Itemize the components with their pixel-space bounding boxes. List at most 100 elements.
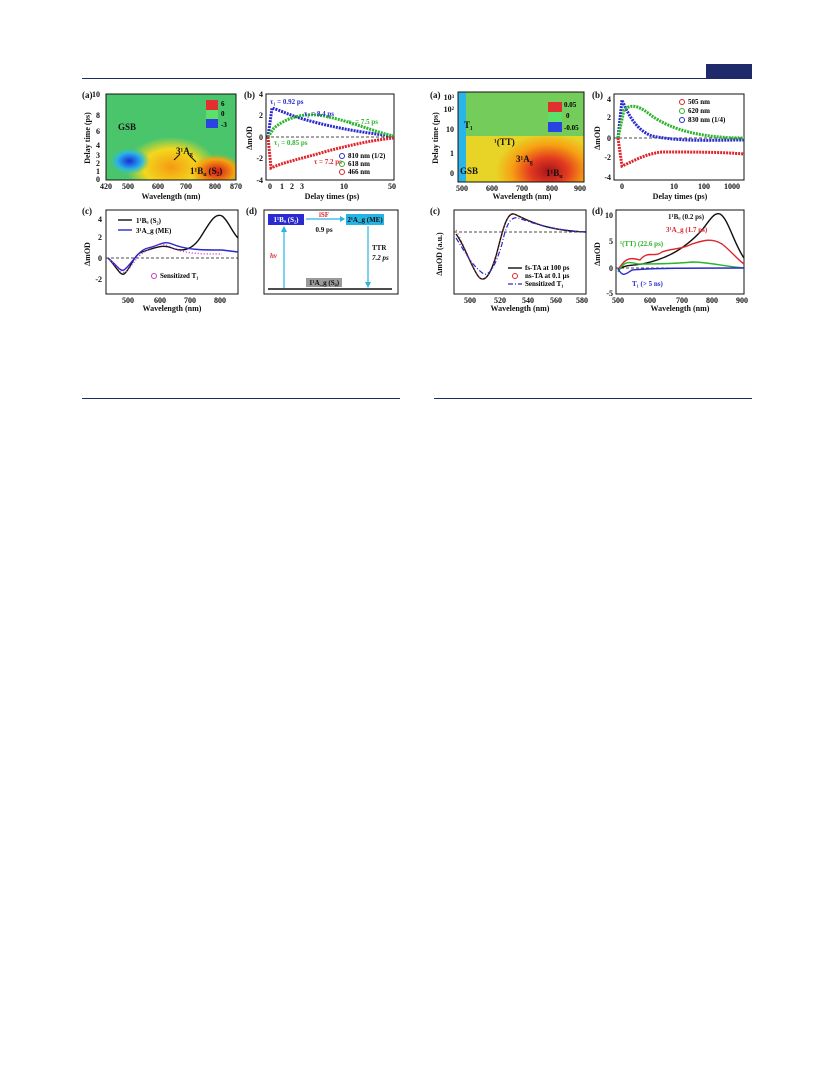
cbar-tick-mid: 0: [221, 110, 225, 118]
ttr-label: TTR: [372, 244, 387, 252]
ytick: 0: [607, 134, 611, 143]
legend-item: 3¹A_g (ME): [136, 227, 172, 235]
legend-marker: [339, 153, 345, 159]
ground-label: 1¹A_g (S₀): [309, 279, 340, 287]
fit-label: τ₂ = 8.4 ps: [304, 110, 334, 118]
legend-item: 620 nm: [688, 107, 710, 115]
panel-label: (a): [82, 90, 93, 100]
series-505nm: [616, 137, 745, 169]
xtick: 1000: [724, 182, 740, 191]
ytick: -4: [256, 176, 263, 185]
xtick: 1: [280, 182, 284, 191]
y-axis-label: ΔmOD: [593, 126, 602, 150]
x-axis-label: Delay times (ps): [305, 192, 360, 201]
right-panel-d: (d) 1¹Bᵤ (0.2 ps) 3¹A_g (1.7 ps) ¹(TT) (…: [592, 204, 752, 313]
xtick: 500: [456, 184, 468, 193]
legend-item: 1¹Bᵤ (S₂): [136, 217, 162, 225]
right-panel-a: 0.05 0 -0.05 (a) T₁ ¹(TT) GSB 3¹Ag 1¹Bu …: [430, 88, 590, 201]
xtick: 420: [100, 182, 112, 191]
xtick: 800: [214, 296, 226, 305]
series-sensitized: [455, 217, 587, 275]
x-axis-label: Delay times (ps): [653, 192, 708, 201]
xtick: 600: [486, 184, 498, 193]
panel-label: (d): [592, 206, 603, 216]
left-panel-b: (b) τ₁ = 0.92 ps τ₂ = 8.4 ps τ₂ = 7.5 ps…: [244, 88, 404, 201]
label-3Ag: 3¹A_g (1.7 ps): [666, 226, 708, 234]
panel-label: (b): [592, 90, 603, 100]
y-axis-label: Delay time (ps): [431, 112, 440, 164]
ytick: 0: [450, 169, 454, 178]
panel-label: (c): [430, 206, 440, 216]
ytick: 10³: [444, 93, 455, 102]
ytick: 0: [609, 264, 613, 273]
left-separator: [82, 398, 400, 399]
arrows: [173, 153, 197, 163]
ytick: -4: [604, 173, 611, 182]
y-axis-label: ΔmOD (a.u.): [435, 232, 444, 276]
legend-marker: [512, 273, 518, 279]
xtick: 540: [522, 296, 534, 305]
ytick: 2: [98, 233, 102, 242]
cbar-tick-bottom: -0.05: [564, 124, 579, 132]
series-810nm: [266, 106, 395, 138]
fit-label: τ₂ = 7.5 ps: [348, 118, 378, 126]
cbar-tick-mid: 0: [566, 112, 570, 120]
right-separator: [434, 398, 752, 399]
y-axis-label: ΔmOD: [245, 126, 254, 150]
xtick: 100: [698, 182, 710, 191]
ytick: -5: [606, 289, 613, 298]
series-618nm: [266, 113, 395, 138]
xtick: 700: [676, 296, 688, 305]
ytick: 8: [96, 111, 100, 120]
xtick: 600: [152, 182, 164, 191]
y-axis-label: Delay time (ps): [83, 112, 92, 164]
label-T1: T₁ (> 5 ns): [632, 280, 663, 288]
ytick: 10: [605, 211, 613, 220]
ytick: 4: [607, 95, 611, 104]
header-rule: [82, 78, 752, 79]
legend-item: 505 nm: [688, 98, 710, 106]
cbar-tick-bottom: -3: [221, 121, 227, 129]
legend-item: ns-TA at 0.1 μs: [525, 272, 570, 280]
x-axis-label: Wavelength (nm): [491, 304, 550, 313]
annotation-ag: 3¹Ag: [516, 154, 533, 166]
series-ns-TA: [455, 213, 587, 280]
ytick: -2: [256, 154, 263, 163]
xtick: 500: [122, 182, 134, 191]
ytick: 4: [259, 90, 263, 99]
ytick: 4: [96, 141, 100, 150]
isf-label: iSF: [319, 211, 329, 219]
panel-label: (c): [82, 206, 92, 216]
right-panel-b: (b) 505 nm 620 nm 830 nm (1/4) 4 2 0 -2 …: [592, 88, 752, 201]
xtick: 0: [620, 182, 624, 191]
series-T1: [617, 267, 745, 275]
legend-item: 618 nm: [348, 160, 370, 168]
label-1Bu: 1¹Bᵤ (0.2 ps): [668, 213, 705, 221]
legend-marker: [151, 273, 157, 279]
right-panel-c: (c) fs-TA at 100 ps ns-TA at 0.1 μs Sens…: [430, 204, 590, 313]
left-panel-d: (d) 1¹Bᵤ (S₂) 2¹A_g (ME) iSF 0.9 ps hv T…: [244, 204, 404, 312]
ytick: -2: [95, 275, 102, 284]
x-axis-label: Wavelength (nm): [493, 192, 552, 201]
legend-marker: [679, 117, 685, 123]
xtick: 700: [180, 182, 192, 191]
hv-label: hv: [270, 252, 278, 260]
y-axis-label: ΔmOD: [593, 242, 602, 266]
fit-label: τ₁ = 0.92 ps: [270, 98, 304, 106]
cbar-tick-top: 0.05: [564, 101, 577, 109]
xtick: 580: [576, 296, 588, 305]
xtick: 900: [736, 296, 748, 305]
fit-label: τ₁ = 0.85 ps: [274, 139, 308, 147]
xtick: 600: [154, 296, 166, 305]
ytick: 0: [98, 254, 102, 263]
series-3Ag: [107, 241, 239, 271]
annotation-t1: T₁: [464, 120, 473, 130]
xtick: 800: [546, 184, 558, 193]
panel-label: (d): [246, 206, 257, 216]
legend-item: 830 nm (1/4): [688, 116, 726, 124]
legend-marker: [339, 169, 345, 175]
left-panel-a: 6 0 -3 (a) GSB 3¹Ag 1¹Bu (S₂) 10 8 6 4 3 …: [82, 88, 242, 201]
ytick: 10²: [444, 105, 455, 114]
ytick: 6: [96, 127, 100, 136]
legend-item: Sensitized T₁: [160, 272, 198, 280]
